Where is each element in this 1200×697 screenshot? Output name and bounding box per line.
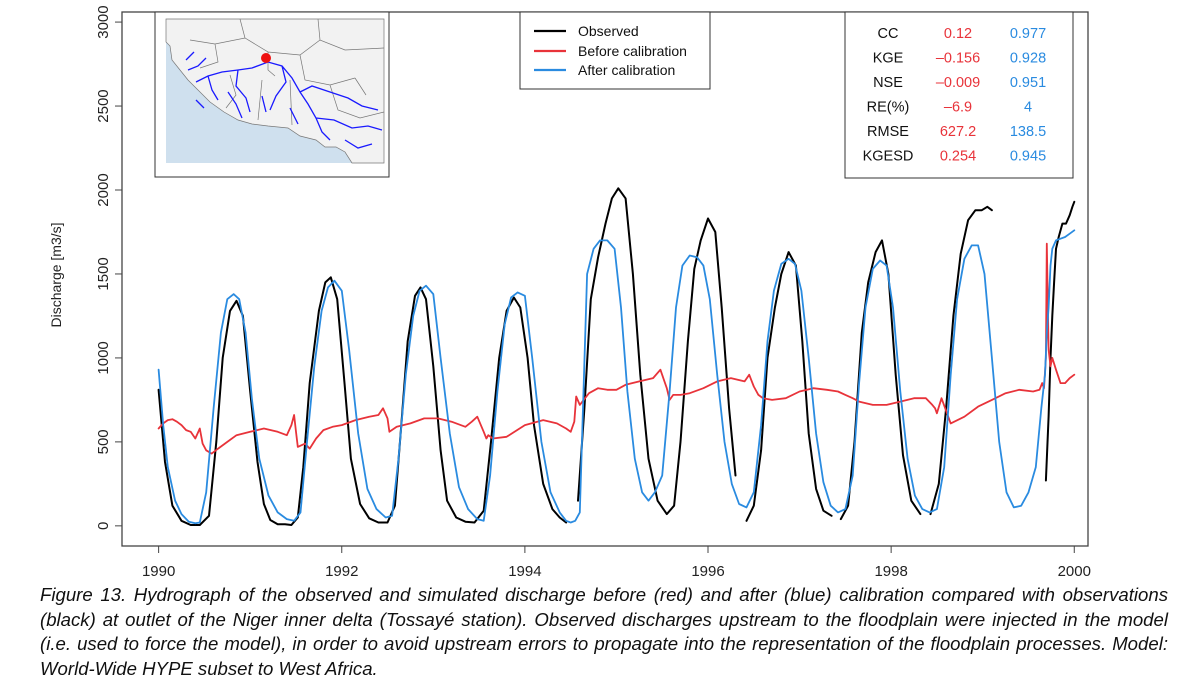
x-tick-label: 2000: [1058, 563, 1091, 580]
legend-label-before-calibration: Before calibration: [578, 43, 687, 59]
legend-label-after-calibration: After calibration: [578, 62, 675, 78]
stat-metric-label: RMSE: [867, 124, 909, 140]
y-tick-label: 2000: [95, 173, 112, 206]
stat-before-value: 0.12: [944, 26, 972, 42]
x-tick-label: 1996: [691, 563, 724, 580]
x-tick-label: 1998: [874, 563, 907, 580]
stats-table: CC 0.12 0.977 KGE –0.156 0.928 NSE –0.009 0.951 R…: [844, 11, 1074, 179]
x-axis: 1990 1992 1994 1996 1998 2000: [142, 546, 1091, 580]
stat-after-value: 138.5: [1010, 124, 1046, 140]
legend-label-observed: Observed: [578, 23, 639, 39]
stat-metric-label: RE(%): [867, 100, 910, 116]
stat-before-value: 0.254: [940, 149, 976, 165]
stats-rows: CC 0.12 0.977 KGE –0.156 0.928 NSE –0.009 0.951 R…: [863, 26, 1047, 165]
map-borders: [189, 18, 385, 126]
stat-after-value: 0.945: [1010, 149, 1046, 165]
legend: Observed Before calibration After calibr…: [519, 11, 711, 90]
y-tick-label: 2500: [95, 89, 112, 122]
map-rivers: [185, 51, 383, 149]
y-tick-label: 1000: [95, 341, 112, 374]
stat-after-value: 0.977: [1010, 26, 1046, 42]
stats-table-box: [844, 11, 1074, 179]
y-tick-label: 3000: [95, 5, 112, 38]
inset-map: [154, 11, 390, 178]
y-tick-label: 0: [95, 522, 112, 530]
stat-after-value: 0.928: [1010, 51, 1046, 67]
stat-metric-label: KGESD: [863, 149, 914, 165]
y-tick-label: 500: [95, 429, 112, 454]
series-line-after-calibration: [157, 229, 1076, 525]
y-axis: 0 500 1000 1500 2000 2500 3000: [95, 5, 122, 530]
stat-after-value: 0.951: [1010, 75, 1046, 91]
x-tick-label: 1990: [142, 563, 175, 580]
y-tick-label: 1500: [95, 257, 112, 290]
series-line-observed: [157, 187, 1076, 526]
stat-metric-label: CC: [878, 26, 899, 42]
map-land: [165, 18, 385, 164]
y-axis-label: Discharge [m3/s]: [48, 222, 64, 327]
stat-metric-label: KGE: [873, 51, 904, 67]
stat-metric-label: NSE: [873, 75, 903, 91]
series-line-before-calibration: [157, 242, 1076, 455]
stat-before-value: –6.9: [944, 100, 972, 116]
x-tick-label: 1992: [325, 563, 358, 580]
stat-before-value: –0.156: [936, 51, 980, 67]
stat-after-value: 4: [1024, 100, 1032, 116]
tossaye-station-marker: [261, 53, 271, 63]
stat-before-value: –0.009: [936, 75, 980, 91]
stat-before-value: 627.2: [940, 124, 976, 140]
figure-caption: Figure 13. Hydrograph of the observed an…: [40, 584, 1168, 679]
series-layer: [157, 187, 1076, 526]
x-tick-label: 1994: [508, 563, 541, 580]
